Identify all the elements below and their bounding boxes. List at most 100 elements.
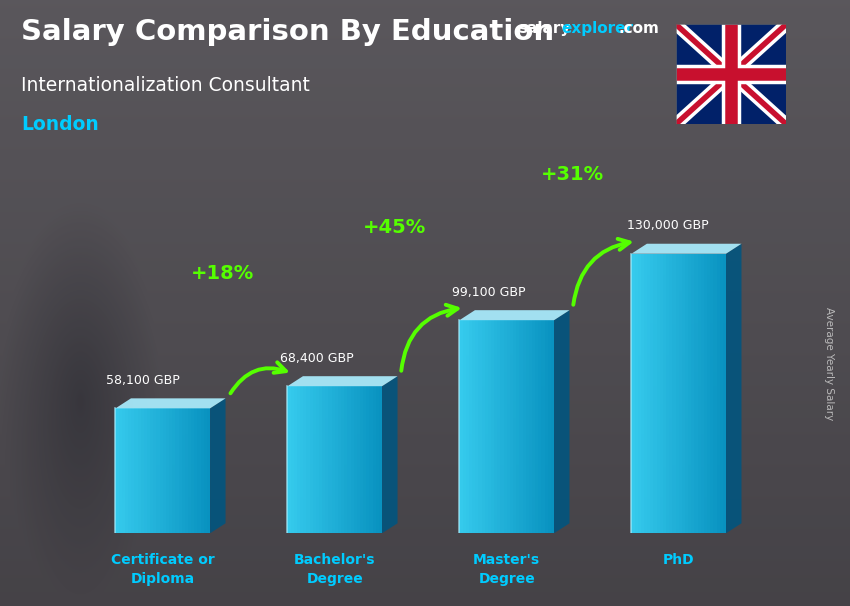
Bar bbox=[536, 320, 538, 533]
Text: Salary Comparison By Education: Salary Comparison By Education bbox=[21, 18, 554, 46]
Bar bbox=[319, 386, 322, 533]
Text: Average Yearly Salary: Average Yearly Salary bbox=[824, 307, 834, 420]
Bar bbox=[297, 386, 300, 533]
Bar bbox=[379, 386, 382, 533]
Bar bbox=[666, 254, 669, 533]
Bar bbox=[156, 408, 160, 533]
Bar bbox=[694, 254, 698, 533]
Bar bbox=[717, 254, 720, 533]
Bar bbox=[516, 320, 519, 533]
Bar bbox=[538, 320, 541, 533]
Bar bbox=[460, 320, 462, 533]
Bar bbox=[300, 386, 303, 533]
Text: +45%: +45% bbox=[363, 218, 427, 237]
Bar bbox=[525, 320, 529, 533]
Bar bbox=[138, 408, 141, 533]
Text: 58,100 GBP: 58,100 GBP bbox=[106, 374, 180, 387]
Bar bbox=[122, 408, 125, 533]
Text: +31%: +31% bbox=[541, 165, 604, 184]
Bar bbox=[150, 408, 153, 533]
Bar bbox=[207, 408, 210, 533]
Text: London: London bbox=[21, 115, 99, 134]
Bar bbox=[188, 408, 191, 533]
Bar bbox=[322, 386, 326, 533]
Bar bbox=[638, 254, 641, 533]
Bar bbox=[698, 254, 700, 533]
Polygon shape bbox=[210, 398, 225, 533]
Bar bbox=[119, 408, 122, 533]
Bar bbox=[519, 320, 523, 533]
Bar bbox=[497, 320, 501, 533]
Bar bbox=[523, 320, 525, 533]
Bar bbox=[660, 254, 663, 533]
Bar bbox=[372, 386, 376, 533]
Bar bbox=[350, 386, 354, 533]
Bar bbox=[682, 254, 685, 533]
Bar bbox=[501, 320, 503, 533]
Bar bbox=[169, 408, 173, 533]
Bar bbox=[507, 320, 510, 533]
Bar bbox=[360, 386, 363, 533]
Bar bbox=[494, 320, 497, 533]
Polygon shape bbox=[382, 376, 398, 533]
Bar bbox=[376, 386, 379, 533]
Bar bbox=[472, 320, 475, 533]
Bar bbox=[291, 386, 294, 533]
Bar bbox=[144, 408, 147, 533]
Bar bbox=[722, 254, 726, 533]
Bar bbox=[688, 254, 691, 533]
Polygon shape bbox=[116, 398, 225, 408]
Bar bbox=[669, 254, 672, 533]
Bar bbox=[513, 320, 516, 533]
Bar bbox=[685, 254, 688, 533]
Text: PhD: PhD bbox=[663, 553, 694, 567]
Bar bbox=[370, 386, 372, 533]
Bar bbox=[294, 386, 297, 533]
Bar bbox=[632, 254, 635, 533]
Bar bbox=[306, 386, 309, 533]
Bar bbox=[166, 408, 169, 533]
Bar bbox=[635, 254, 638, 533]
Bar bbox=[547, 320, 551, 533]
Bar bbox=[354, 386, 357, 533]
Bar bbox=[348, 386, 350, 533]
Bar bbox=[720, 254, 722, 533]
Bar bbox=[650, 254, 654, 533]
Bar bbox=[338, 386, 341, 533]
Bar bbox=[182, 408, 184, 533]
Bar bbox=[204, 408, 207, 533]
Text: Internationalization Consultant: Internationalization Consultant bbox=[21, 76, 310, 95]
Bar bbox=[153, 408, 156, 533]
Bar bbox=[481, 320, 484, 533]
Bar bbox=[644, 254, 647, 533]
Bar bbox=[366, 386, 370, 533]
Bar bbox=[663, 254, 666, 533]
Text: Certificate or
Diploma: Certificate or Diploma bbox=[110, 553, 215, 585]
Polygon shape bbox=[287, 376, 398, 386]
Text: 68,400 GBP: 68,400 GBP bbox=[280, 351, 354, 365]
Text: salary: salary bbox=[518, 21, 571, 36]
Bar bbox=[332, 386, 335, 533]
Bar bbox=[363, 386, 366, 533]
Bar bbox=[707, 254, 711, 533]
Bar bbox=[711, 254, 713, 533]
Bar bbox=[510, 320, 513, 533]
Bar bbox=[469, 320, 472, 533]
Bar bbox=[287, 386, 291, 533]
Bar bbox=[175, 408, 178, 533]
Text: Bachelor's
Degree: Bachelor's Degree bbox=[294, 553, 376, 585]
Bar bbox=[545, 320, 547, 533]
Bar bbox=[125, 408, 128, 533]
Bar bbox=[357, 386, 360, 533]
Text: .com: .com bbox=[619, 21, 660, 36]
Bar bbox=[657, 254, 660, 533]
Bar bbox=[134, 408, 138, 533]
Bar bbox=[160, 408, 163, 533]
Bar bbox=[691, 254, 694, 533]
Bar bbox=[676, 254, 678, 533]
Polygon shape bbox=[460, 310, 570, 320]
Bar bbox=[466, 320, 469, 533]
Bar bbox=[341, 386, 344, 533]
Bar bbox=[503, 320, 507, 533]
Bar bbox=[344, 386, 348, 533]
